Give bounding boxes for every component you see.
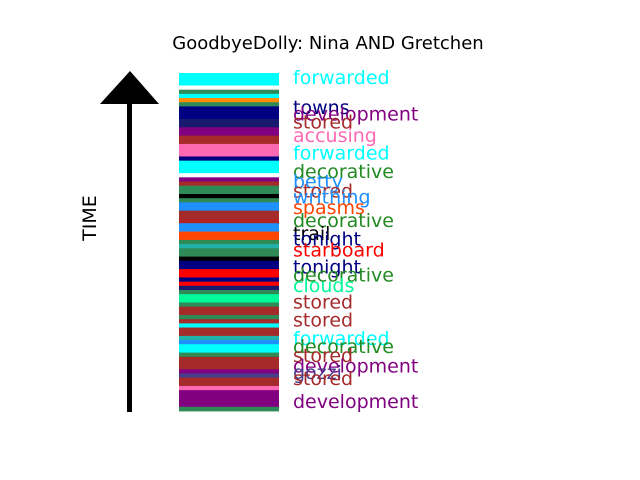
timeline-band xyxy=(179,315,279,320)
timeline-band xyxy=(179,340,279,345)
timeline-label: trail xyxy=(293,223,330,245)
timeline-band xyxy=(179,281,279,287)
timeline-band xyxy=(179,327,279,337)
timeline-band xyxy=(179,160,279,174)
timeline-band xyxy=(179,202,279,212)
timeline-band xyxy=(179,98,279,103)
timeline-band xyxy=(179,118,279,128)
timeline-label: betty xyxy=(293,171,343,193)
timeline-band xyxy=(179,231,279,241)
timeline-label: forwarded xyxy=(293,67,390,89)
timeline-band xyxy=(179,390,279,408)
timeline-band xyxy=(179,277,279,283)
timeline-label: forwarded xyxy=(293,328,390,350)
timeline-label: stored xyxy=(293,368,353,390)
timeline-band xyxy=(179,352,279,358)
timeline-band xyxy=(179,369,279,374)
timeline-band xyxy=(179,181,279,187)
timeline-band xyxy=(179,335,279,341)
timeline-label: stored xyxy=(293,292,353,314)
timeline-label: stored xyxy=(293,111,353,133)
timeline-band xyxy=(179,323,279,328)
timeline-band xyxy=(179,93,279,99)
timeline-label: towns xyxy=(293,97,350,119)
timeline-band xyxy=(179,219,279,224)
timeline-label: decorative xyxy=(293,210,394,232)
timeline-band xyxy=(179,260,279,270)
timeline-band xyxy=(179,256,279,262)
timeline-label: decorative xyxy=(293,336,394,358)
timeline-bands xyxy=(179,73,279,412)
timeline-label: stored xyxy=(293,181,353,203)
timeline-band xyxy=(179,285,279,291)
timeline-band xyxy=(179,223,279,232)
timeline-band xyxy=(179,373,279,379)
timeline-band xyxy=(179,306,279,316)
timeline-label: accusing xyxy=(293,125,377,147)
timeline-band xyxy=(179,143,279,157)
timeline-band xyxy=(179,302,279,308)
timeline-label: tonight xyxy=(293,229,361,251)
timeline-band xyxy=(179,244,279,249)
timeline-band xyxy=(179,385,279,391)
y-axis-label: TIME xyxy=(79,195,101,242)
timeline-label: development xyxy=(293,104,418,126)
timeline-band xyxy=(179,356,279,370)
timeline-label: starboard xyxy=(293,239,385,261)
timeline-band xyxy=(179,156,279,162)
timeline-label: development xyxy=(293,355,418,377)
timeline-label: tonight xyxy=(293,257,361,279)
timeline-band xyxy=(179,210,279,220)
timeline-label: writhing xyxy=(293,186,371,208)
timeline-labels: forwardedtownsdevelopmentstoredaccusingf… xyxy=(293,67,418,413)
timeline-label: decorative xyxy=(293,264,394,286)
timeline-band xyxy=(179,89,279,95)
timeline-label: development xyxy=(293,391,418,413)
timeline-label: decorative xyxy=(293,161,394,183)
timeline-band xyxy=(179,173,279,178)
timeline-band xyxy=(179,177,279,182)
timeline-band xyxy=(179,73,279,86)
timeline-band xyxy=(179,319,279,324)
timeline-band xyxy=(179,269,279,278)
timeline-band xyxy=(179,406,279,412)
timeline-band xyxy=(179,85,279,91)
timeline-band xyxy=(179,102,279,107)
timeline-band xyxy=(179,248,279,258)
timeline-label: stored xyxy=(293,310,353,332)
timeline-label: gozzi xyxy=(293,362,342,384)
timeline-band xyxy=(179,289,279,295)
timeline-label: forwarded xyxy=(293,142,390,164)
timeline-label: clouds xyxy=(293,275,354,297)
time-axis-arrowhead xyxy=(100,71,159,104)
timeline-band xyxy=(179,106,279,120)
timeline-label: spasms xyxy=(293,197,365,219)
chart-title: GoodbyeDolly: Nina AND Gretchen xyxy=(172,33,483,54)
time-axis-arrow xyxy=(100,71,159,412)
timeline-band xyxy=(179,239,279,245)
timeline-band xyxy=(179,377,279,387)
timeline-band xyxy=(179,127,279,136)
time-axis-shaft xyxy=(127,103,132,412)
timeline-band xyxy=(179,294,279,303)
timeline-band xyxy=(179,135,279,145)
timeline-band xyxy=(179,194,279,199)
timeline-band xyxy=(179,185,279,195)
timeline-band xyxy=(179,198,279,203)
timeline-label: stored xyxy=(293,345,353,367)
timeline-band xyxy=(179,344,279,353)
